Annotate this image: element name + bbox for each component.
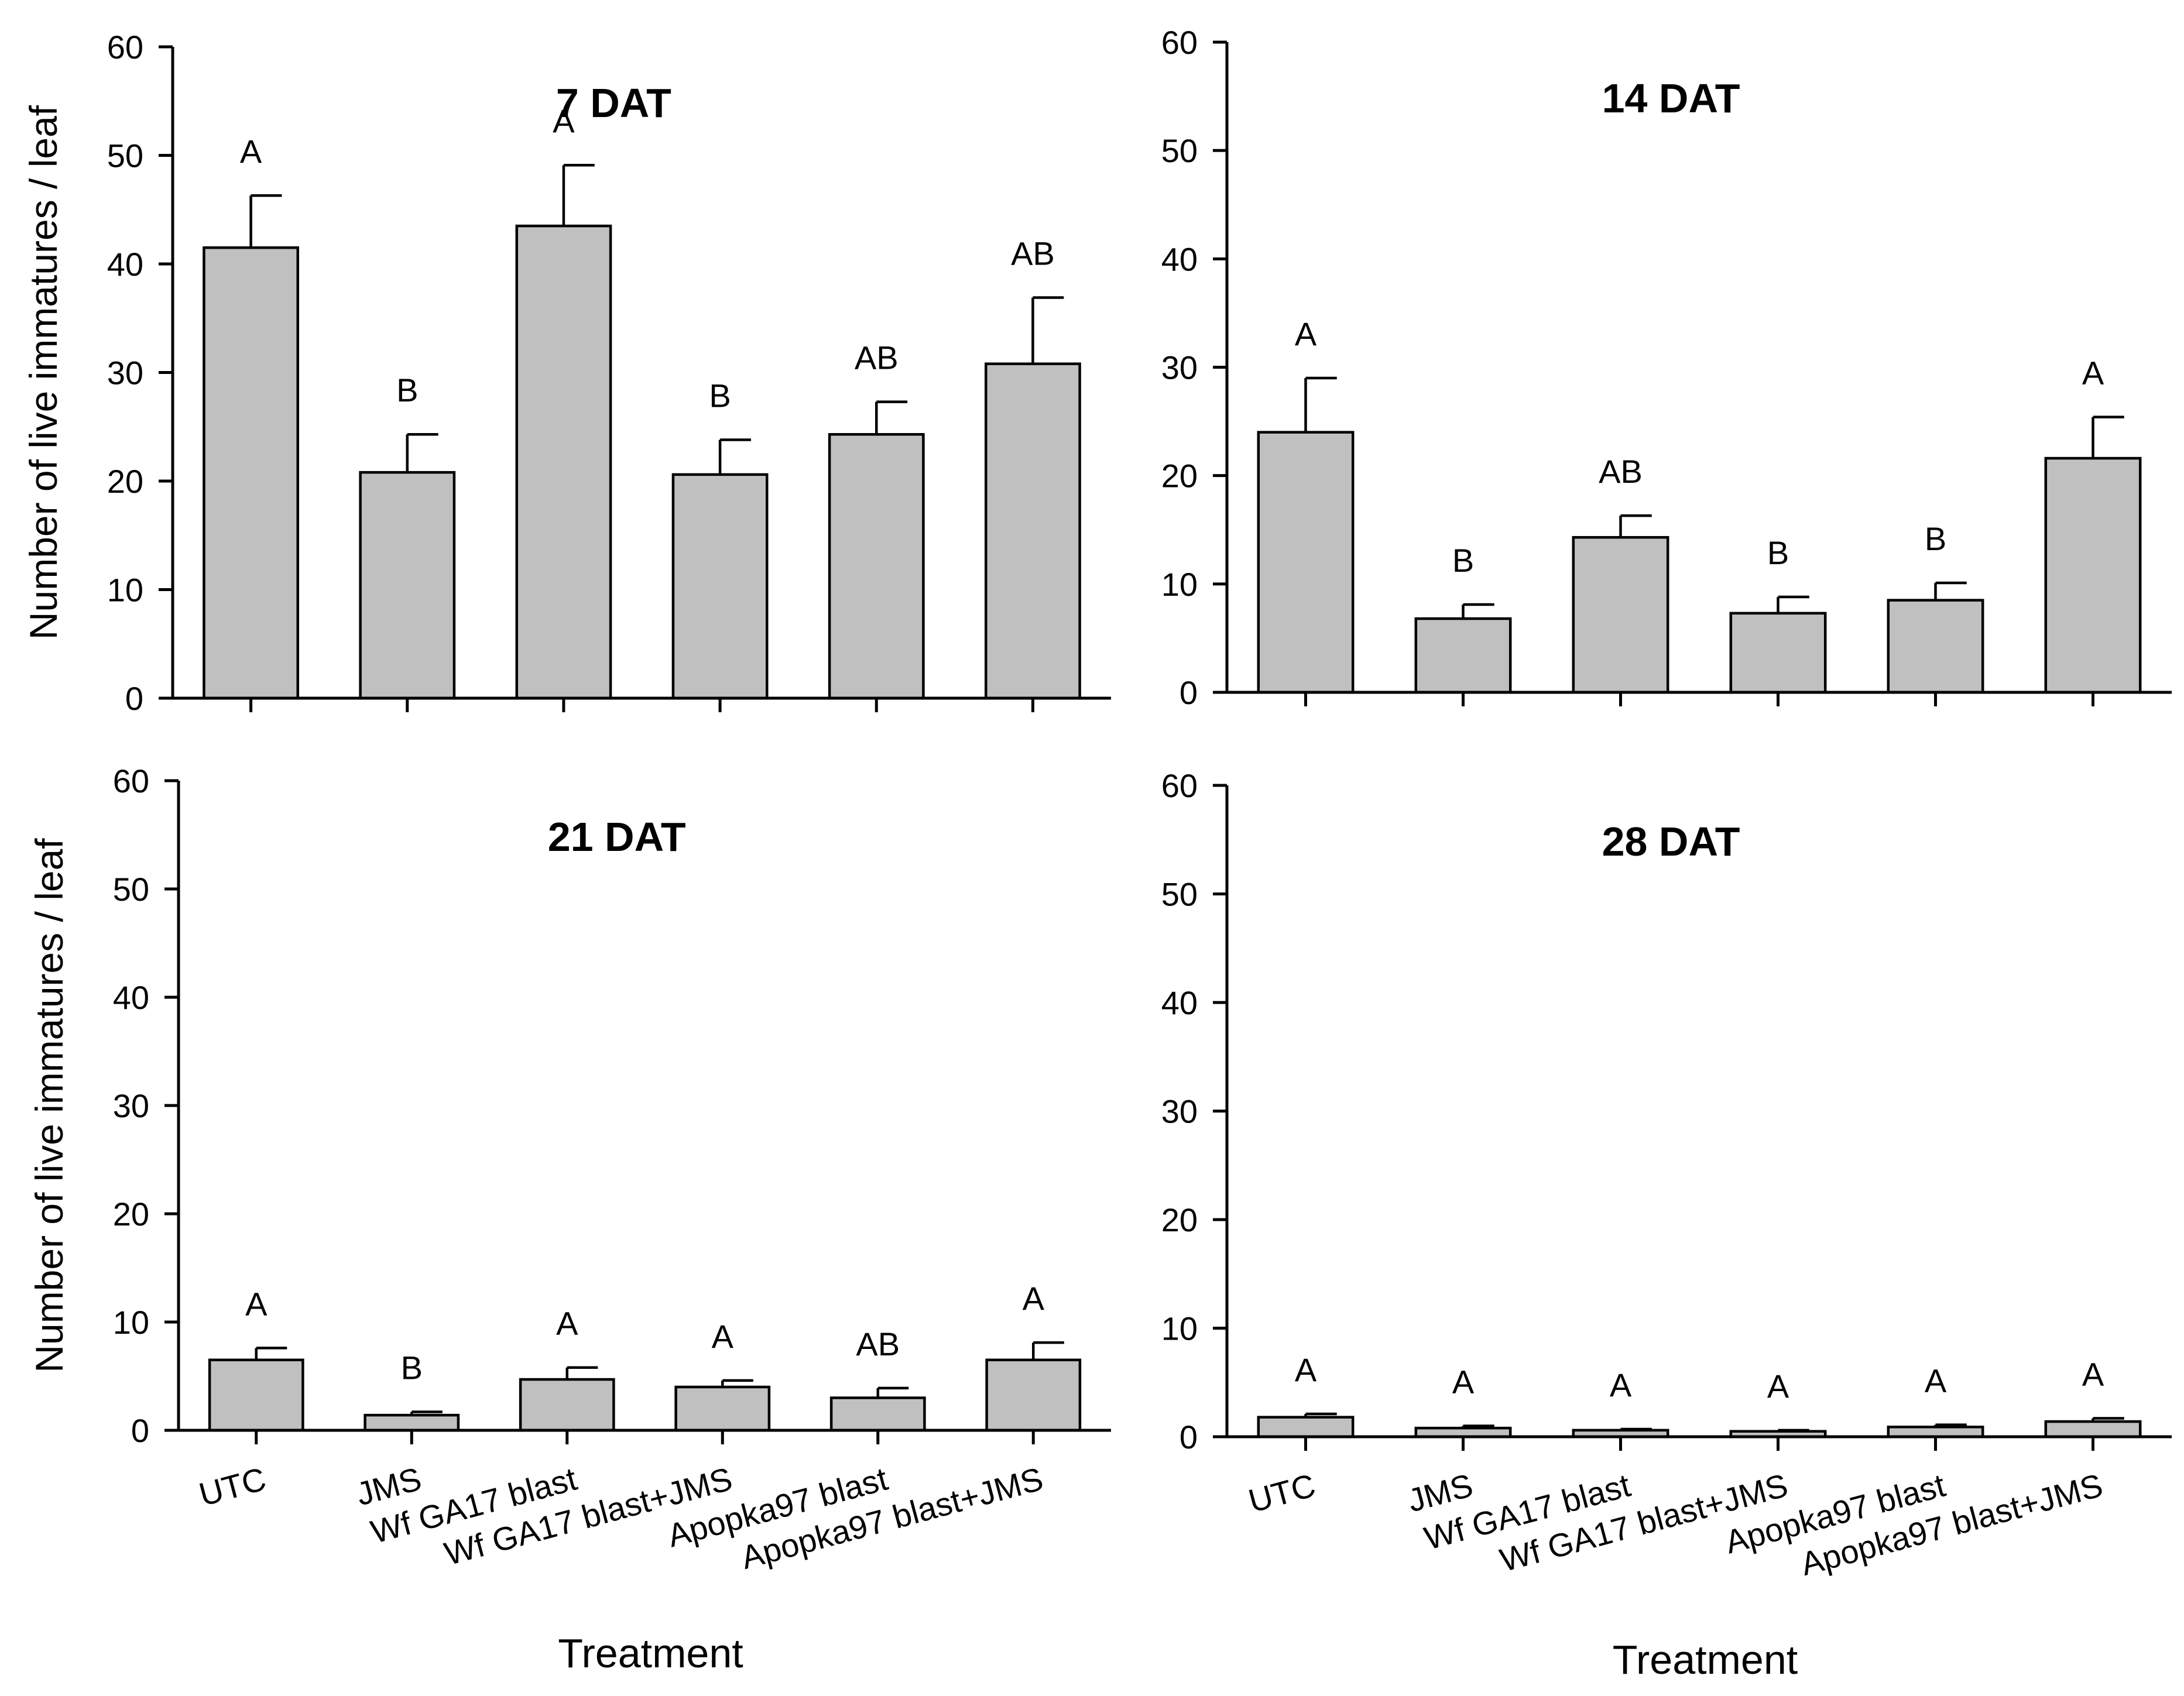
significance-label: A xyxy=(553,102,575,139)
y-tick-label: 0 xyxy=(131,1412,149,1449)
y-tick-label: 10 xyxy=(1161,566,1198,603)
y-tick-label: 30 xyxy=(1161,349,1198,386)
bar xyxy=(2044,456,2142,694)
y-tick-label: 10 xyxy=(1161,1310,1198,1347)
y-tick-label: 0 xyxy=(1180,1419,1198,1455)
bar xyxy=(1414,617,1512,694)
bar xyxy=(208,1358,304,1432)
y-tick-label: 40 xyxy=(1161,241,1198,277)
significance-label: A xyxy=(240,133,262,170)
significance-label: AB xyxy=(1599,453,1643,490)
y-tick-label: 50 xyxy=(1161,132,1198,169)
y-axis-label: Number of live immatures / leaf xyxy=(22,105,65,640)
significance-label: A xyxy=(1023,1280,1045,1317)
y-tick-label: 20 xyxy=(113,1196,149,1232)
significance-label: A xyxy=(2082,1355,2104,1392)
y-tick-label: 10 xyxy=(113,1304,149,1341)
x-category-label: UTC xyxy=(195,1460,269,1513)
y-tick-label: 0 xyxy=(1180,674,1198,711)
y-tick-label: 0 xyxy=(125,680,143,717)
significance-label: B xyxy=(401,1350,423,1386)
significance-label: A xyxy=(1610,1367,1632,1403)
y-tick-label: 50 xyxy=(113,871,149,908)
panel-title: 28 DAT xyxy=(1602,819,1740,864)
significance-label: A xyxy=(2082,355,2104,392)
y-tick-label: 40 xyxy=(113,979,149,1016)
significance-label: B xyxy=(1452,542,1474,579)
y-tick-label: 10 xyxy=(107,572,143,609)
y-tick-label: 50 xyxy=(1161,876,1198,913)
bar xyxy=(674,1385,771,1432)
bar xyxy=(1257,1416,1355,1438)
bar xyxy=(364,1413,460,1432)
bar xyxy=(1572,535,1669,694)
y-tick-label: 20 xyxy=(1161,1201,1198,1238)
bar xyxy=(515,224,612,700)
significance-label: B xyxy=(709,377,731,414)
y-tick-label: 30 xyxy=(1161,1093,1198,1130)
y-tick-label: 60 xyxy=(1161,24,1198,61)
panel-title: 21 DAT xyxy=(548,814,686,860)
bar xyxy=(1257,431,1355,694)
y-tick-label: 20 xyxy=(107,463,143,500)
y-tick-label: 60 xyxy=(107,29,143,66)
y-tick-label: 40 xyxy=(1161,984,1198,1021)
significance-label: A xyxy=(245,1285,268,1322)
bar xyxy=(1729,612,1827,694)
significance-label: A xyxy=(556,1305,578,1342)
y-tick-label: 30 xyxy=(107,355,143,392)
significance-label: A xyxy=(1452,1363,1475,1400)
significance-label: AB xyxy=(1011,235,1055,272)
y-tick-label: 60 xyxy=(113,763,149,799)
significance-label: AB xyxy=(856,1326,900,1362)
significance-label: A xyxy=(1295,315,1317,352)
significance-label: A xyxy=(712,1318,734,1355)
y-tick-label: 50 xyxy=(107,138,143,174)
bar xyxy=(985,362,1081,700)
bar xyxy=(829,1396,926,1432)
y-tick-label: 30 xyxy=(113,1087,149,1124)
bar xyxy=(2044,1420,2142,1438)
significance-label: A xyxy=(1925,1362,1947,1399)
bar xyxy=(203,246,299,700)
x-axis-label: Treatment xyxy=(1613,1637,1798,1683)
bar xyxy=(359,471,456,700)
bar xyxy=(671,473,769,700)
x-axis-label: Treatment xyxy=(558,1630,743,1676)
panel-title: 7 DAT xyxy=(556,80,671,126)
y-axis-label: Number of live immatures / leaf xyxy=(28,838,71,1373)
significance-label: B xyxy=(1767,534,1789,571)
bar xyxy=(1887,599,1984,694)
bar xyxy=(828,432,925,700)
bar xyxy=(519,1378,615,1432)
significance-label: B xyxy=(396,372,418,408)
x-category-label: UTC xyxy=(1244,1467,1319,1520)
significance-label: A xyxy=(1295,1351,1317,1388)
panel-title: 14 DAT xyxy=(1602,75,1740,121)
y-tick-label: 20 xyxy=(1161,458,1198,495)
bar xyxy=(1887,1426,1984,1438)
significance-label: A xyxy=(1767,1368,1789,1405)
significance-label: AB xyxy=(855,339,899,376)
y-tick-label: 60 xyxy=(1161,767,1198,804)
bar xyxy=(985,1358,1082,1432)
significance-label: B xyxy=(1925,520,1946,557)
y-tick-label: 40 xyxy=(107,246,143,283)
